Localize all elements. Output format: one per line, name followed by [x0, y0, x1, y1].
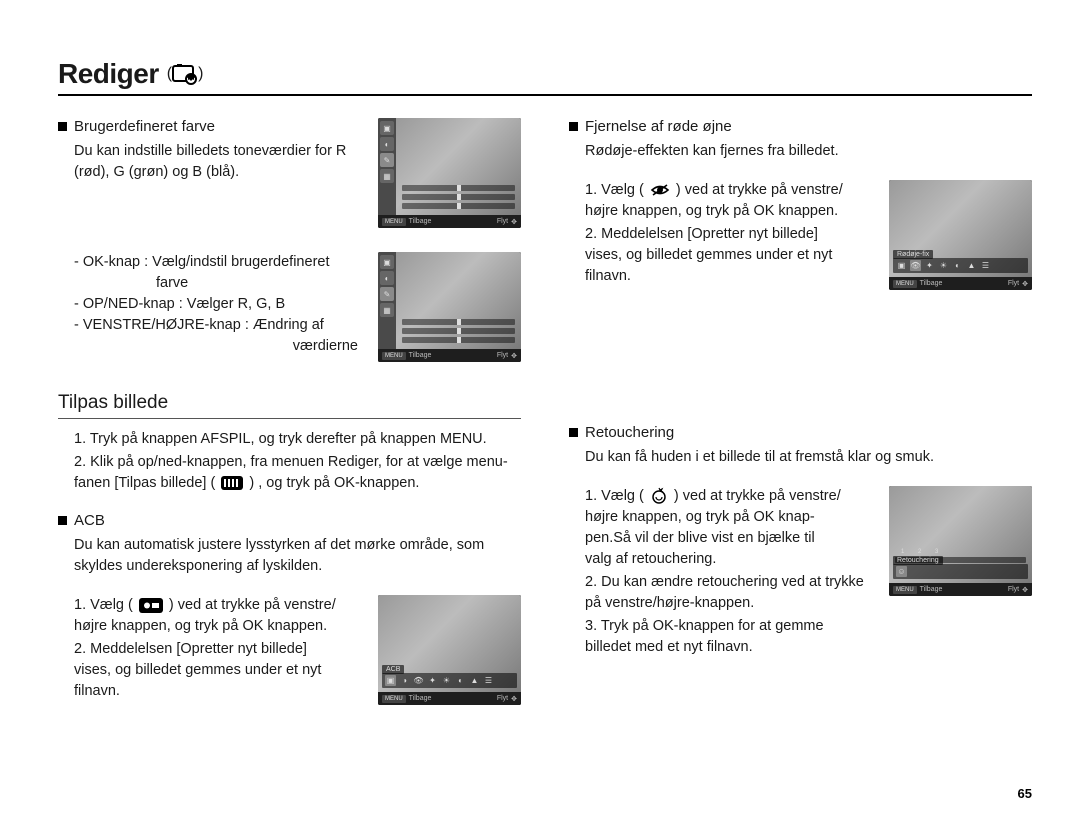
acb-step-2: Meddelelsen [Opretter nyt billede] vises… [74, 639, 366, 702]
retouch-title: Retouchering [585, 424, 674, 441]
bullet-square-icon [58, 122, 67, 131]
acb-block: ACB Du kan automatisk justere lysstyrken… [58, 512, 521, 577]
two-column-layout: Brugerdefineret farve Du kan indstille b… [58, 118, 1032, 729]
retouch-block: Retouchering Du kan få huden i et billed… [569, 424, 1032, 468]
retouch-steps-row: Vælg ( ) ved at trykke på venstre/ højre… [569, 486, 1032, 660]
acb-select-icon [137, 598, 165, 613]
custom-color-desc: Du kan indstille billedets toneværdier f… [58, 141, 366, 183]
acb-step-1: Vælg ( ) ved at trykke på venstre/ højre… [74, 595, 366, 637]
icon-strip: ☺ [893, 564, 1028, 579]
custom-color-title: Brugerdefineret farve [74, 118, 215, 135]
bullet-square-icon [569, 428, 578, 437]
screen-retouch: 1 2 3 Retouchering ☺ MENUTilbage Flyt✥ [889, 486, 1032, 596]
screen-acb: ACB ▣◑👁✦☀◐▲☰ MENUTilbage Flyt✥ [378, 595, 521, 705]
bullet-square-icon [58, 516, 67, 525]
tilpas-steps: Tryk på knappen AFSPIL, og tryk derefter… [58, 429, 521, 494]
custom-color-block: Brugerdefineret farve Du kan indstille b… [58, 118, 521, 234]
bullet-square-icon [569, 122, 578, 131]
acb-heading: ACB [58, 512, 521, 529]
redeye-desc: Rødøje-effekten kan fjernes fra billedet… [569, 141, 1032, 162]
icon-strip: ▣◑👁✦☀◐▲☰ [382, 673, 517, 688]
retouch-step-3: Tryk på OK-knappen for at gemme billedet… [585, 616, 877, 658]
redeye-block: Fjernelse af røde øjne Rødøje-effekten k… [569, 118, 1032, 162]
adjust-icon [219, 476, 245, 490]
edit-gear-icon: ( ) [167, 63, 204, 85]
retouch-step-2: Du kan ændre retouchering ved at trykke … [585, 572, 877, 614]
custom-color-heading: Brugerdefineret farve [58, 118, 366, 135]
redeye-select-icon [648, 183, 672, 197]
acb-steps-row: Vælg ( ) ved at trykke på venstre/ højre… [58, 595, 521, 711]
redeye-step-2: Meddelelsen [Opretter nyt billede] vises… [585, 224, 877, 287]
tilpas-step-1: Tryk på knappen AFSPIL, og tryk derefter… [74, 429, 521, 450]
screen-redeye: Rødøje-fix ▣👁✦☀◐▲☰ MENUTilbage Flyt✥ [889, 180, 1032, 290]
spacer [569, 314, 1032, 424]
redeye-heading: Fjernelse af røde øjne [569, 118, 1032, 135]
retouch-step-1: Vælg ( ) ved at trykke på venstre/ højre… [585, 486, 877, 570]
left-column: Brugerdefineret farve Du kan indstille b… [58, 118, 521, 729]
retouch-desc: Du kan få huden i et billede til at frem… [569, 447, 1032, 468]
redeye-step-1: Vælg ( ) ved at trykke på venstre/ højre… [585, 180, 877, 222]
redeye-title: Fjernelse af røde øjne [585, 118, 732, 135]
acb-title: ACB [74, 512, 105, 529]
acb-desc: Du kan automatisk justere lysstyrken af … [58, 535, 521, 577]
page-title: Rediger [58, 58, 159, 90]
redeye-steps-row: Vælg ( ) ved at trykke på venstre/ højre… [569, 180, 1032, 296]
section-tilpas-billede: Tilpas billede [58, 392, 521, 419]
icon-strip: ▣👁✦☀◐▲☰ [893, 258, 1028, 273]
screen-custom-bottom: ▣◐✎▦ MENUTilbage Flyt✥ [378, 252, 521, 362]
tilpas-step-2: Klik på op/ned-knappen, fra menuen Redig… [74, 452, 521, 494]
retouch-select-icon [648, 487, 670, 505]
retouch-heading: Retouchering [569, 424, 1032, 441]
custom-color-controls: - OK-knap : Vælg/indstil brugerdefineret… [58, 252, 521, 368]
screen-custom-top: ▣◐✎▦ MENUTilbage Flyt✥ [378, 118, 521, 228]
page-number: 65 [1018, 786, 1032, 801]
custom-color-keys: - OK-knap : Vælg/indstil brugerdefineret… [58, 252, 366, 357]
page-title-row: Rediger ( ) [58, 58, 1032, 96]
right-column: Fjernelse af røde øjne Rødøje-effekten k… [569, 118, 1032, 729]
